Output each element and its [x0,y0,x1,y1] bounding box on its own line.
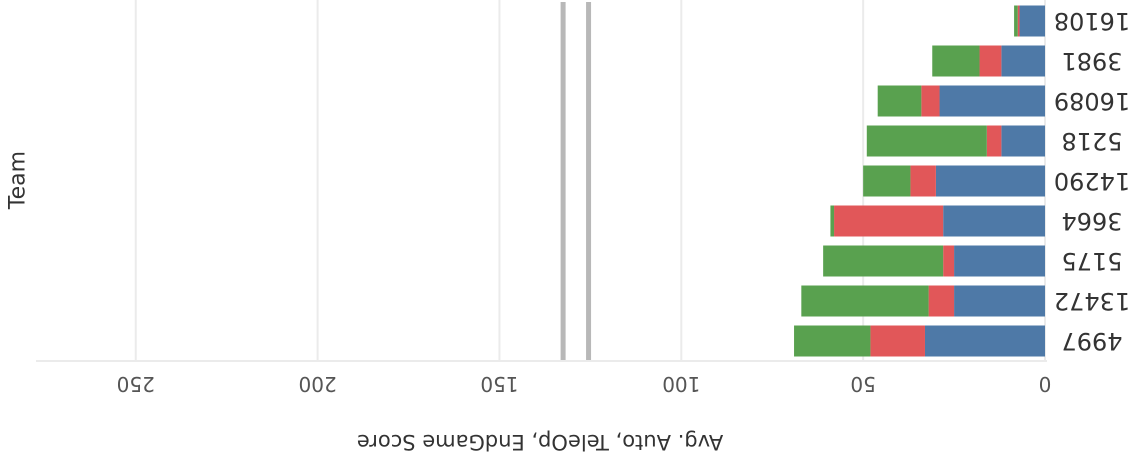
bar-4997-seg-1 [924,325,1045,357]
bar-3981-seg-3 [932,45,980,77]
bar-3664-seg-3 [830,205,835,237]
x-tick-label-0: 0 [1039,372,1052,396]
x-axis-title: Avg. Auto, TeleOp, EndGame Score [357,430,723,454]
x-tick-label-150: 150 [480,372,518,396]
bar-14290-seg-2 [910,165,936,197]
bar-5175-seg-2 [943,245,955,277]
bar-4997-seg-3 [794,325,871,357]
team-label-13472: 13472 [1054,287,1130,315]
bar-13472-seg-2 [928,285,955,317]
x-tick-label-100: 100 [662,372,700,396]
team-label-3664: 3664 [1061,207,1122,235]
bar-5175-seg-1 [954,245,1045,277]
team-label-4997: 4997 [1061,327,1122,355]
x-tick-label-50: 50 [850,372,875,396]
team-label-16089: 16089 [1054,87,1130,115]
bar-16089-seg-2 [921,85,940,117]
bar-3664-seg-2 [834,205,944,237]
team-label-5218: 5218 [1061,127,1122,155]
bar-14290-seg-3 [863,165,911,197]
x-tick-label-200: 200 [299,372,337,396]
team-label-14290: 14290 [1054,167,1130,195]
bar-16089-seg-1 [939,85,1045,117]
bar-5175-seg-3 [823,245,944,277]
bar-5218-seg-2 [986,125,1002,157]
bars [794,5,1045,357]
team-label-5175: 5175 [1061,247,1122,275]
bar-16089-seg-3 [877,85,922,117]
bar-13472-seg-3 [801,285,929,317]
bar-3981-seg-2 [979,45,1002,77]
bar-13472-seg-1 [954,285,1045,317]
team-label-16108: 16108 [1054,7,1130,35]
bar-14290-seg-1 [935,165,1045,197]
bar-3981-seg-1 [1001,45,1045,77]
y-axis-title: Team [6,151,31,210]
bar-5218-seg-3 [866,125,987,157]
team-labels: 4997 13472 5175 3664 14290 5218 16089 3981 16108 [1054,7,1130,355]
team-label-3981: 3981 [1061,47,1122,75]
reference-lines [560,2,592,360]
bar-16108-seg-1 [1019,5,1045,37]
bar-3664-seg-1 [943,205,1045,237]
bar-16108-seg-3 [1014,5,1018,37]
bar-16108-seg-2 [1017,5,1020,37]
x-tick-labels: 0 50 100 150 200 250 [117,372,1052,396]
bar-5218-seg-1 [1001,125,1045,157]
bar-4997-seg-2 [870,325,925,357]
x-tick-label-250: 250 [117,372,155,396]
